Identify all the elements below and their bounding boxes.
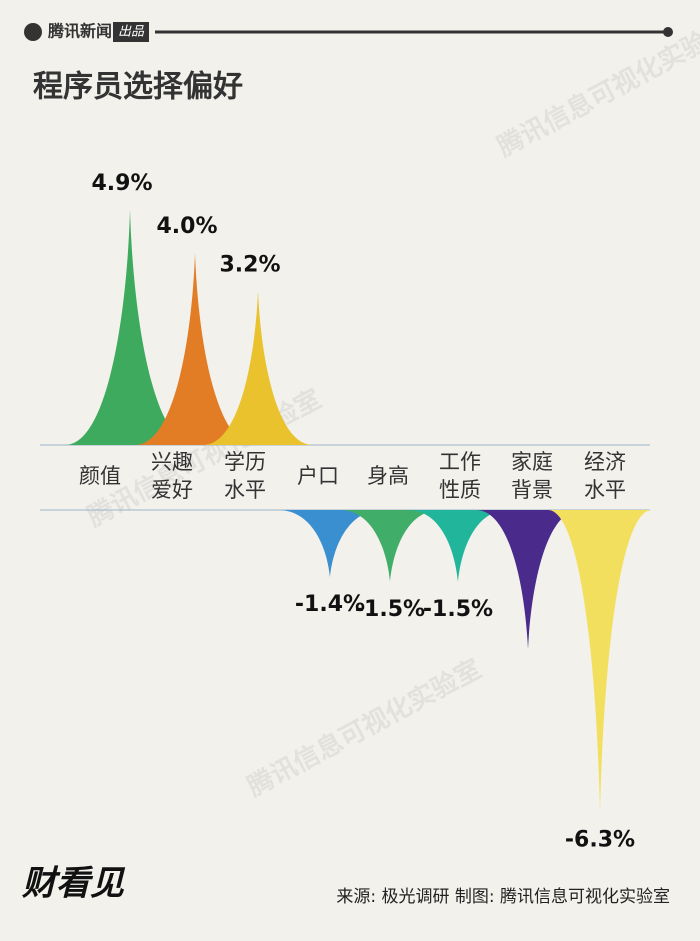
tag: 出品 xyxy=(118,25,145,40)
category-label: 颜值 xyxy=(79,464,121,488)
category-label: 经济水平 xyxy=(584,450,626,502)
chart-title: 程序员选择偏好 xyxy=(33,70,243,105)
spike xyxy=(476,510,580,650)
tag-box xyxy=(113,22,149,42)
spike xyxy=(340,510,440,582)
source: 来源: 极光调研 制图: 腾讯信息可视化实验室 xyxy=(336,887,670,907)
brand-icon xyxy=(24,23,42,41)
category-label: 户口 xyxy=(297,464,339,488)
footer-logo: 财看见 xyxy=(22,864,126,904)
header-dot xyxy=(663,27,673,37)
value-label: 4.9% xyxy=(91,171,152,196)
value-label: -1.5% xyxy=(423,597,493,622)
category-label: 身高 xyxy=(367,464,409,488)
value-label: -6.3% xyxy=(565,827,635,852)
spike xyxy=(548,510,652,813)
category-label: 工作性质 xyxy=(439,450,481,502)
spike xyxy=(278,510,382,578)
value-label: -1.4% xyxy=(295,592,365,617)
brand: 腾讯新闻 xyxy=(48,22,112,41)
spike xyxy=(65,209,195,445)
value-label: 4.0% xyxy=(156,214,217,239)
value-label: 3.2% xyxy=(219,252,280,277)
category-label: 兴趣爱好 xyxy=(151,450,193,502)
spike xyxy=(203,291,313,445)
category-label: 家庭背景 xyxy=(511,450,553,502)
category-label: 学历水平 xyxy=(224,450,266,502)
spike xyxy=(408,510,508,582)
spike xyxy=(135,253,255,445)
value-label: -1.5% xyxy=(355,597,425,622)
